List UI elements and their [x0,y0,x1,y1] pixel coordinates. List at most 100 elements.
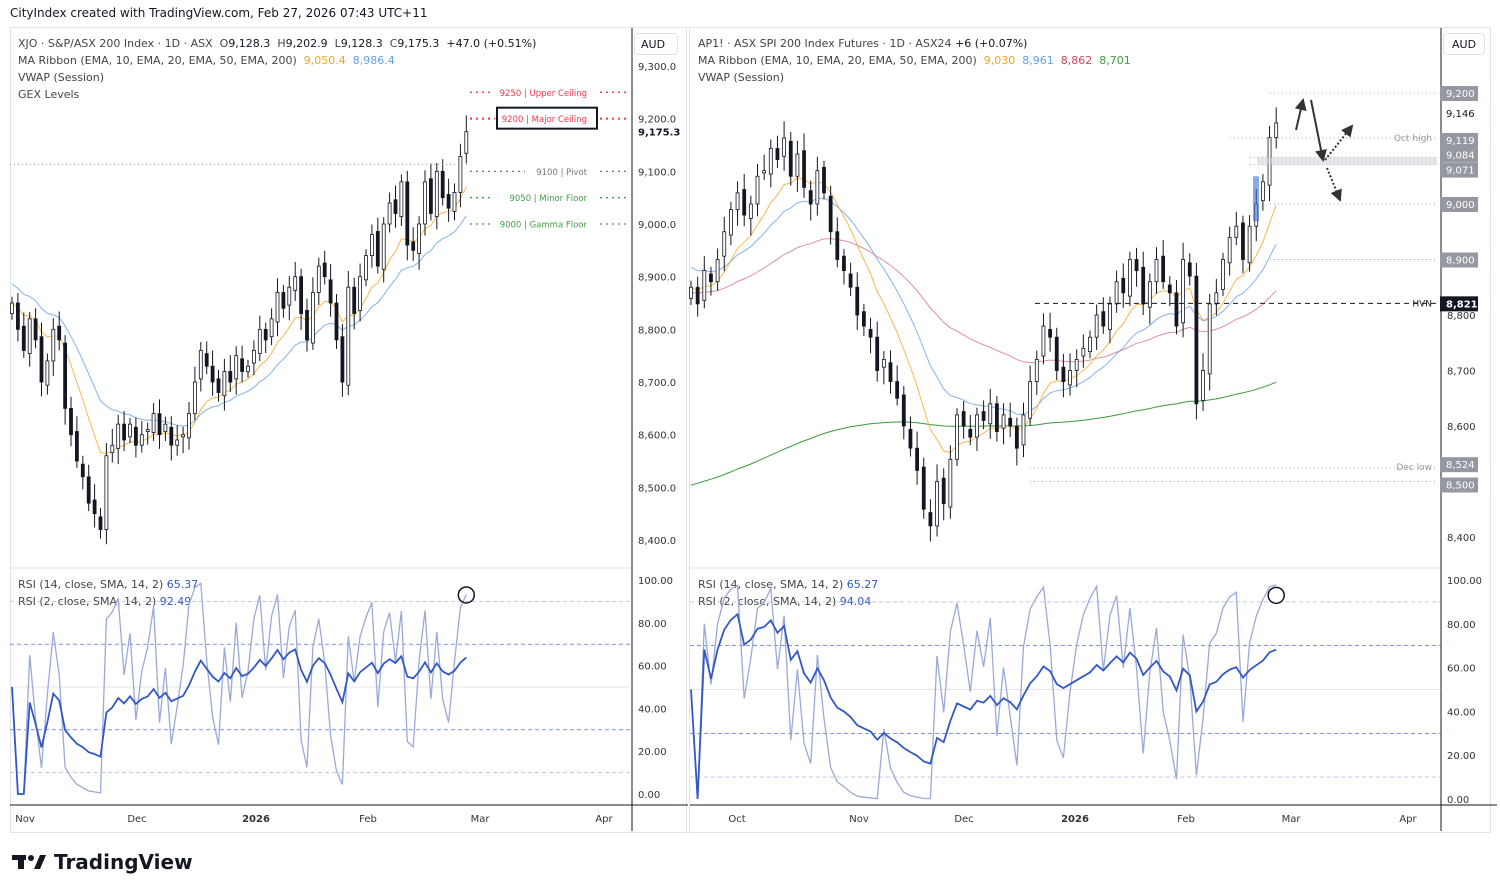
candle-body [828,195,833,233]
price-level-badge [1440,197,1478,212]
candle-body [98,516,103,530]
candle-body [835,231,840,260]
candle-body [399,181,404,218]
candle-body [1048,329,1052,338]
right-currency-button[interactable]: AUD [1443,33,1485,55]
candle-body [299,276,304,314]
candle-body [15,302,20,330]
o-label: O [219,37,229,50]
left-gex-legend[interactable]: GEX Levels [18,88,80,101]
candle-body [110,444,115,453]
candle-body [133,426,138,446]
candle-body [802,150,806,188]
candle-body [722,231,727,257]
rsi2-value: 92.49 [159,595,192,608]
candle-body [446,194,451,209]
scenario-arrow [1294,98,1307,131]
candle-body [269,318,274,338]
scenario-arrow [1324,124,1354,161]
candle-body [888,362,893,383]
price-level-label: 9,071 [1446,166,1475,177]
right-symbol-line[interactable]: AP1! · ASX SPI 200 Index Futures · 1D · … [698,35,1131,52]
rsi14-label: RSI (14, close, SMA, 14, 2) [18,578,164,591]
rsi2-label: RSI (2, close, SMA, 14, 2) [698,595,837,608]
vwap-band [1253,176,1259,222]
rsi14-value: 65.37 [166,578,199,591]
symbol-title: XJO · S&P/ASX 200 Index · 1D · ASX [18,37,213,50]
candle-body [393,199,398,214]
candle-body [901,394,906,427]
candle-body [1094,314,1099,338]
right-ma-ribbon-legend[interactable]: MA Ribbon (EMA, 10, EMA, 20, EMA, 50, EM… [698,52,1131,69]
candle-body [981,411,986,421]
ema10-line [11,186,467,454]
candle-body [352,286,357,314]
candle-body [122,423,126,441]
candle-body [1134,259,1139,272]
rsi-axis-label: 100.00 [1447,576,1482,587]
left-symbol-line[interactable]: XJO · S&P/ASX 200 Index · 1D · ASX O9,12… [18,35,536,52]
close-value: 9,175.3 [397,37,440,50]
candle-body [1167,284,1172,294]
candle-body [1221,259,1225,290]
price-axis-label: 8,600.0 [638,431,676,442]
candle-body [1001,414,1006,429]
price-level-badge [1440,132,1478,148]
left-vwap-legend[interactable]: VWAP (Session) [18,71,105,84]
left-currency-button[interactable]: AUD [634,33,678,55]
candle-body [822,166,826,194]
change-value: +47.0 (+0.51%) [446,37,537,50]
ema20-value: 8,961 [1022,54,1054,67]
gex-level-label: 9000 | Gamma Floor [500,221,588,231]
candle-body [1141,266,1146,305]
candle-body [948,458,953,508]
candle-body [961,411,966,427]
candle-body [240,358,245,372]
candle-body [815,170,820,205]
right-vwap-legend[interactable]: VWAP (Session) [698,71,785,84]
right-chart-pane[interactable] [689,27,1491,833]
open-value: 9,128.3 [228,37,271,50]
price-axis-label: 8,700 [1447,367,1476,378]
candle-body [1008,417,1013,427]
price-axis-label: 8,400.0 [638,536,676,547]
candle-body [375,230,380,267]
price-axis-label: 8,700.0 [638,378,676,389]
candle-body [216,378,221,393]
candle-body [33,318,38,341]
candle-body [1034,358,1039,382]
candle-body [92,499,97,515]
candle-body [762,170,767,174]
candle-body [988,403,993,425]
rsi14-line [11,648,467,795]
rsi-axis-label: 20.00 [638,747,667,758]
left-ma-ribbon-legend[interactable]: MA Ribbon (EMA, 10, EMA, 20, EMA, 50, EM… [18,52,536,69]
candle-body [263,328,268,341]
tradingview-logo[interactable]: TradingView [12,850,193,874]
candle-body [995,403,999,432]
c-label: C [389,37,398,50]
candle-body [862,311,866,327]
change-value: +6 (+0.07%) [954,37,1028,50]
price-level-label: 9,000 [1446,200,1475,211]
candle-body [452,192,457,212]
ma-label: MA Ribbon (EMA, 10, EMA, 20, EMA, 50, EM… [18,54,297,67]
candle-body [702,270,707,301]
candle-body [941,477,946,505]
rsi14-line [690,612,1277,800]
time-axis-label: Apr [595,814,613,825]
candle-body [1081,347,1086,357]
ema200-value: 8,701 [1099,54,1131,67]
candle-body [1068,370,1072,386]
candle-body [157,413,162,436]
candle-body [695,286,700,305]
left-chart-pane[interactable] [10,27,687,833]
candle-body [464,131,469,154]
candle-body [251,350,256,364]
ema20-value: 8,986.4 [352,54,395,67]
price-level-label: 9,146 [1446,109,1475,120]
rsi2-line [690,584,1277,800]
candle-body [417,223,422,254]
candle-body [742,189,747,216]
